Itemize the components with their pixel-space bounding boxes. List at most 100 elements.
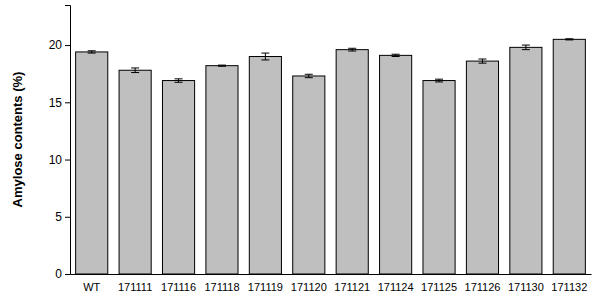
x-tick: 171132 — [551, 274, 587, 293]
y-tick-label: 20 — [49, 38, 63, 52]
x-axis-line — [71, 274, 592, 275]
x-tick-label: 171132 — [551, 281, 587, 293]
bar — [466, 61, 498, 274]
error-cap — [131, 67, 139, 68]
bar — [510, 47, 542, 274]
x-tick-label: 171121 — [334, 281, 370, 293]
bar — [249, 57, 281, 274]
y-tick: 10 — [49, 153, 70, 167]
bar — [380, 55, 412, 274]
y-tick: 0 — [55, 267, 70, 281]
x-tick-label: 171120 — [291, 281, 327, 293]
error-cap — [478, 63, 486, 64]
bar — [336, 50, 368, 274]
x-tick: 171119 — [248, 274, 283, 293]
y-tick: 5 — [55, 210, 70, 224]
y-tick: 15 — [49, 96, 70, 110]
error-stem — [482, 59, 483, 63]
error-cap — [131, 72, 139, 73]
error-cap — [392, 54, 400, 55]
x-tick: 171118 — [204, 274, 239, 293]
x-tick: 171111 — [118, 274, 152, 293]
x-tick-label: 171119 — [248, 281, 283, 293]
error-cap — [218, 65, 226, 66]
y-axis-line — [65, 6, 71, 275]
x-tick-label: 171111 — [118, 281, 152, 293]
error-cap — [565, 38, 573, 39]
error-cap — [88, 53, 96, 54]
error-stem — [265, 53, 266, 60]
error-cap — [88, 50, 96, 51]
error-bar — [478, 59, 486, 63]
error-bar — [218, 65, 226, 66]
error-cap — [392, 56, 400, 57]
x-tick-label: 171130 — [508, 281, 544, 293]
error-cap — [175, 82, 183, 83]
error-bar — [435, 79, 443, 82]
x-tick: WT — [83, 274, 100, 293]
error-stem — [525, 45, 526, 50]
x-tick: 171126 — [465, 274, 501, 293]
bar — [162, 81, 194, 274]
bars — [76, 39, 586, 274]
error-cap — [175, 78, 183, 79]
error-stem — [178, 79, 179, 82]
y-tick: 20 — [49, 38, 70, 52]
error-cap — [522, 45, 530, 46]
error-cap — [218, 66, 226, 67]
y-tick-mark — [65, 160, 70, 161]
error-bar — [522, 45, 530, 50]
bar — [553, 39, 585, 274]
x-tick: 171116 — [161, 274, 196, 293]
x-tick: 171121 — [334, 274, 370, 293]
error-cap — [478, 59, 486, 60]
x-tick-label: 171124 — [378, 281, 414, 293]
x-tick-label: 171116 — [161, 281, 196, 293]
x-tick: 171125 — [421, 274, 457, 293]
x-tick: 171130 — [508, 274, 544, 293]
x-tick-label: 171126 — [465, 281, 501, 293]
error-bar — [261, 53, 269, 60]
bar — [76, 52, 108, 274]
error-bar — [175, 79, 183, 82]
error-cap — [305, 77, 313, 78]
error-bar — [88, 51, 96, 53]
y-tick-mark — [65, 274, 70, 275]
x-tick-label: 171118 — [204, 281, 239, 293]
error-cap — [522, 49, 530, 50]
x-tick: 171120 — [291, 274, 327, 293]
x-tick-label: WT — [83, 281, 100, 293]
x-axis: WT 171111 171116 171118 171119 171120 171121 17… — [71, 274, 592, 293]
y-tick-mark — [65, 217, 70, 218]
error-cap — [261, 59, 269, 60]
y-tick-mark — [65, 45, 70, 46]
error-cap — [435, 81, 443, 82]
error-bar — [305, 74, 313, 77]
error-cap — [435, 79, 443, 80]
error-bar — [348, 48, 356, 51]
plot: 0 5 10 15 20 WT 171111 171116 171118 171119 171120… — [49, 6, 592, 294]
y-tick-mark — [65, 102, 70, 103]
y-tick-label: 0 — [55, 267, 62, 281]
chart: 0 5 10 15 20 WT 171111 171116 171118 171119 171120… — [0, 0, 601, 306]
error-stem — [135, 68, 136, 73]
error-cap — [305, 74, 313, 75]
bar — [423, 81, 455, 274]
error-cap — [348, 51, 356, 52]
error-bar — [392, 54, 400, 56]
x-tick: 171124 — [378, 274, 414, 293]
error-bar — [131, 68, 139, 73]
bar — [293, 76, 325, 274]
bar — [206, 66, 238, 274]
bar — [119, 70, 151, 274]
y-axis: 0 5 10 15 20 — [49, 6, 71, 282]
y-axis-title: Amylose contents (%) — [10, 72, 25, 208]
error-cap — [261, 53, 269, 54]
error-bar — [565, 39, 573, 40]
y-tick-label: 5 — [55, 210, 62, 224]
y-tick-label: 10 — [49, 153, 63, 167]
error-cap — [565, 39, 573, 40]
x-tick-label: 171125 — [421, 281, 457, 293]
error-stem — [308, 74, 309, 77]
error-cap — [348, 48, 356, 49]
